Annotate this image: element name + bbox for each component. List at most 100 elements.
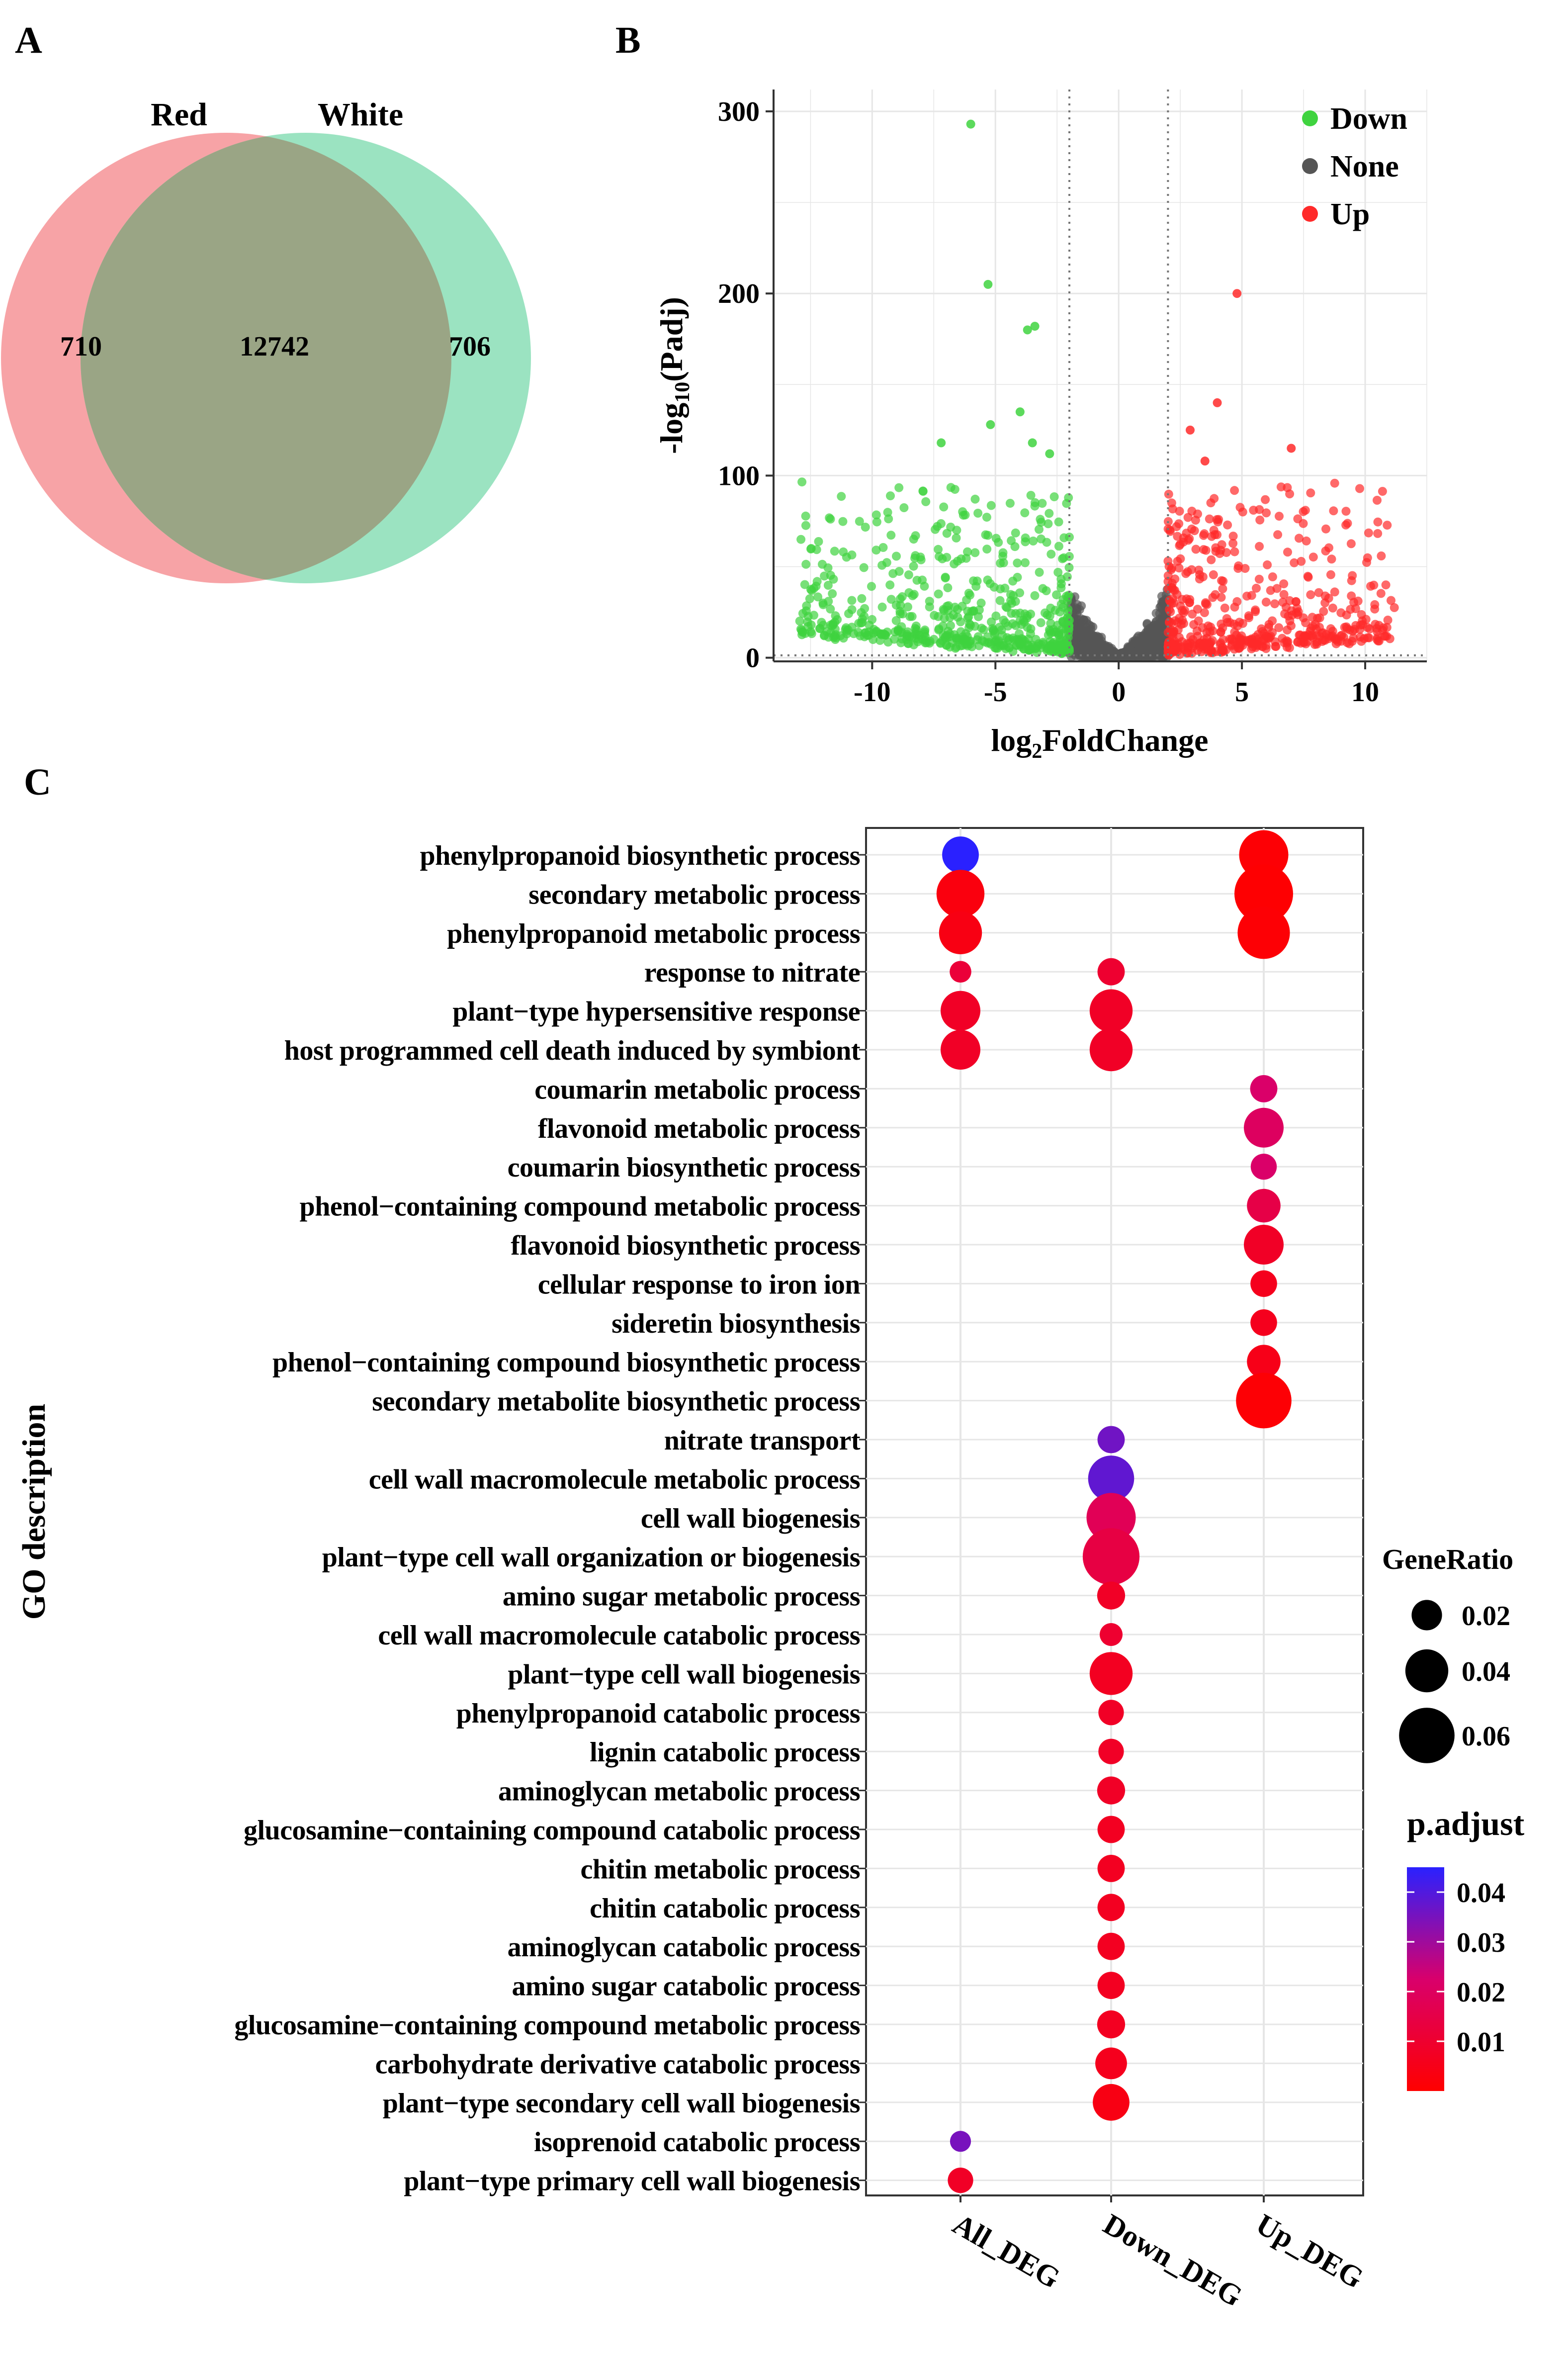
down-point: [801, 511, 810, 521]
down-point: [983, 531, 993, 540]
panel-label-a: A: [15, 19, 42, 61]
go-term-label: secondary metabolic process: [528, 879, 860, 910]
up-point: [1184, 536, 1193, 545]
down-point: [837, 492, 846, 501]
down-point: [801, 521, 810, 530]
down-point: [1041, 608, 1049, 618]
none-point: [1092, 649, 1101, 659]
down-point: [991, 534, 1001, 543]
none-point: [1074, 628, 1083, 637]
down-point: [976, 598, 986, 608]
down-point: [944, 601, 953, 610]
legend-none-swatch: [1302, 158, 1318, 174]
down-point: [891, 616, 901, 625]
down-point: [952, 533, 961, 543]
go-term-label: plant−type cell wall organization or bio…: [322, 1542, 860, 1573]
down-point: [860, 628, 870, 637]
volcano-y-tick-label: 0: [746, 643, 760, 674]
up-point: [1165, 649, 1174, 658]
down-point: [971, 582, 981, 591]
up-point: [1200, 608, 1209, 617]
down-point: [970, 548, 980, 557]
down-point: [903, 602, 912, 612]
none-point: [1092, 636, 1101, 645]
up-point: [1293, 514, 1303, 524]
up-point: [1212, 515, 1221, 524]
down-point: [938, 554, 947, 563]
go-dot: [942, 836, 979, 873]
none-point: [1110, 649, 1120, 658]
up-point: [1167, 498, 1176, 508]
go-term-label: secondary metabolite biosynthetic proces…: [372, 1386, 860, 1417]
volcano-cutoff-lines: [774, 90, 1427, 661]
down-point: [1030, 501, 1040, 511]
down-point: [1053, 567, 1063, 577]
volcano-y-tick-label: 300: [718, 96, 760, 127]
up-point: [1210, 494, 1219, 503]
generatio-legend-label: 0.06: [1462, 1721, 1510, 1752]
down-point: [844, 609, 853, 618]
up-point: [1329, 506, 1338, 516]
up-point: [1381, 580, 1391, 590]
go-dot: [1247, 1345, 1281, 1378]
go-term-label: plant−type primary cell wall biogenesis: [404, 2166, 860, 2197]
up-point: [1244, 611, 1253, 621]
up-point: [1330, 587, 1339, 597]
down-highlight-point: [1023, 325, 1032, 335]
down-point: [857, 594, 867, 603]
up-point: [1242, 591, 1252, 601]
go-term-label: cell wall macromolecule metabolic proces…: [369, 1464, 860, 1495]
down-point: [1042, 586, 1051, 595]
down-point: [803, 612, 813, 621]
up-point: [1285, 596, 1295, 605]
up-point: [1217, 619, 1226, 629]
up-point: [1262, 632, 1271, 641]
volcano-x-tick-label: 10: [1351, 677, 1379, 708]
down-point: [838, 517, 848, 526]
up-point: [1301, 639, 1310, 648]
padjust-tick-label: 0.03: [1457, 1927, 1505, 1958]
down-point: [871, 546, 881, 555]
venn-overlap: [81, 133, 451, 583]
down-point: [963, 547, 972, 556]
down-point: [918, 486, 928, 496]
go-dot: [1100, 1623, 1123, 1646]
down-point: [795, 617, 804, 626]
none-point: [1155, 629, 1165, 638]
down-point: [964, 589, 973, 598]
down-point: [884, 514, 893, 524]
up-point: [1261, 495, 1270, 504]
go-dot: [1097, 958, 1125, 986]
down-point: [843, 625, 853, 635]
up-point: [1228, 532, 1238, 541]
go-dot: [1097, 1816, 1125, 1843]
up-point: [1283, 626, 1292, 635]
volcano-x-axis-title: log2FoldChange: [991, 723, 1208, 763]
up-point: [1306, 627, 1315, 636]
down-point: [818, 598, 828, 608]
up-point: [1373, 529, 1383, 538]
up-point: [1205, 514, 1214, 524]
go-dot: [1244, 1225, 1284, 1265]
up-point: [1199, 531, 1208, 540]
go-dot: [941, 1030, 980, 1070]
down-point: [867, 582, 876, 591]
volcano-x-tick-label: 0: [1112, 677, 1126, 708]
up-point: [1357, 637, 1366, 646]
go-term-label: nitrate transport: [664, 1425, 861, 1456]
down-point: [826, 514, 835, 524]
down-point: [1044, 642, 1053, 652]
down-point: [886, 531, 896, 540]
generatio-legend-items: 0.02 0.04 0.06: [1399, 1600, 1510, 1763]
up-point: [1221, 548, 1231, 557]
down-point: [925, 602, 934, 612]
down-point: [1035, 567, 1044, 577]
down-point: [985, 579, 995, 588]
up-point: [1279, 579, 1289, 589]
down-point: [1046, 629, 1055, 638]
up-point: [1207, 555, 1216, 564]
down-point: [883, 637, 893, 647]
up-point: [1230, 547, 1239, 556]
down-point: [956, 617, 965, 627]
down-point: [1030, 591, 1040, 600]
